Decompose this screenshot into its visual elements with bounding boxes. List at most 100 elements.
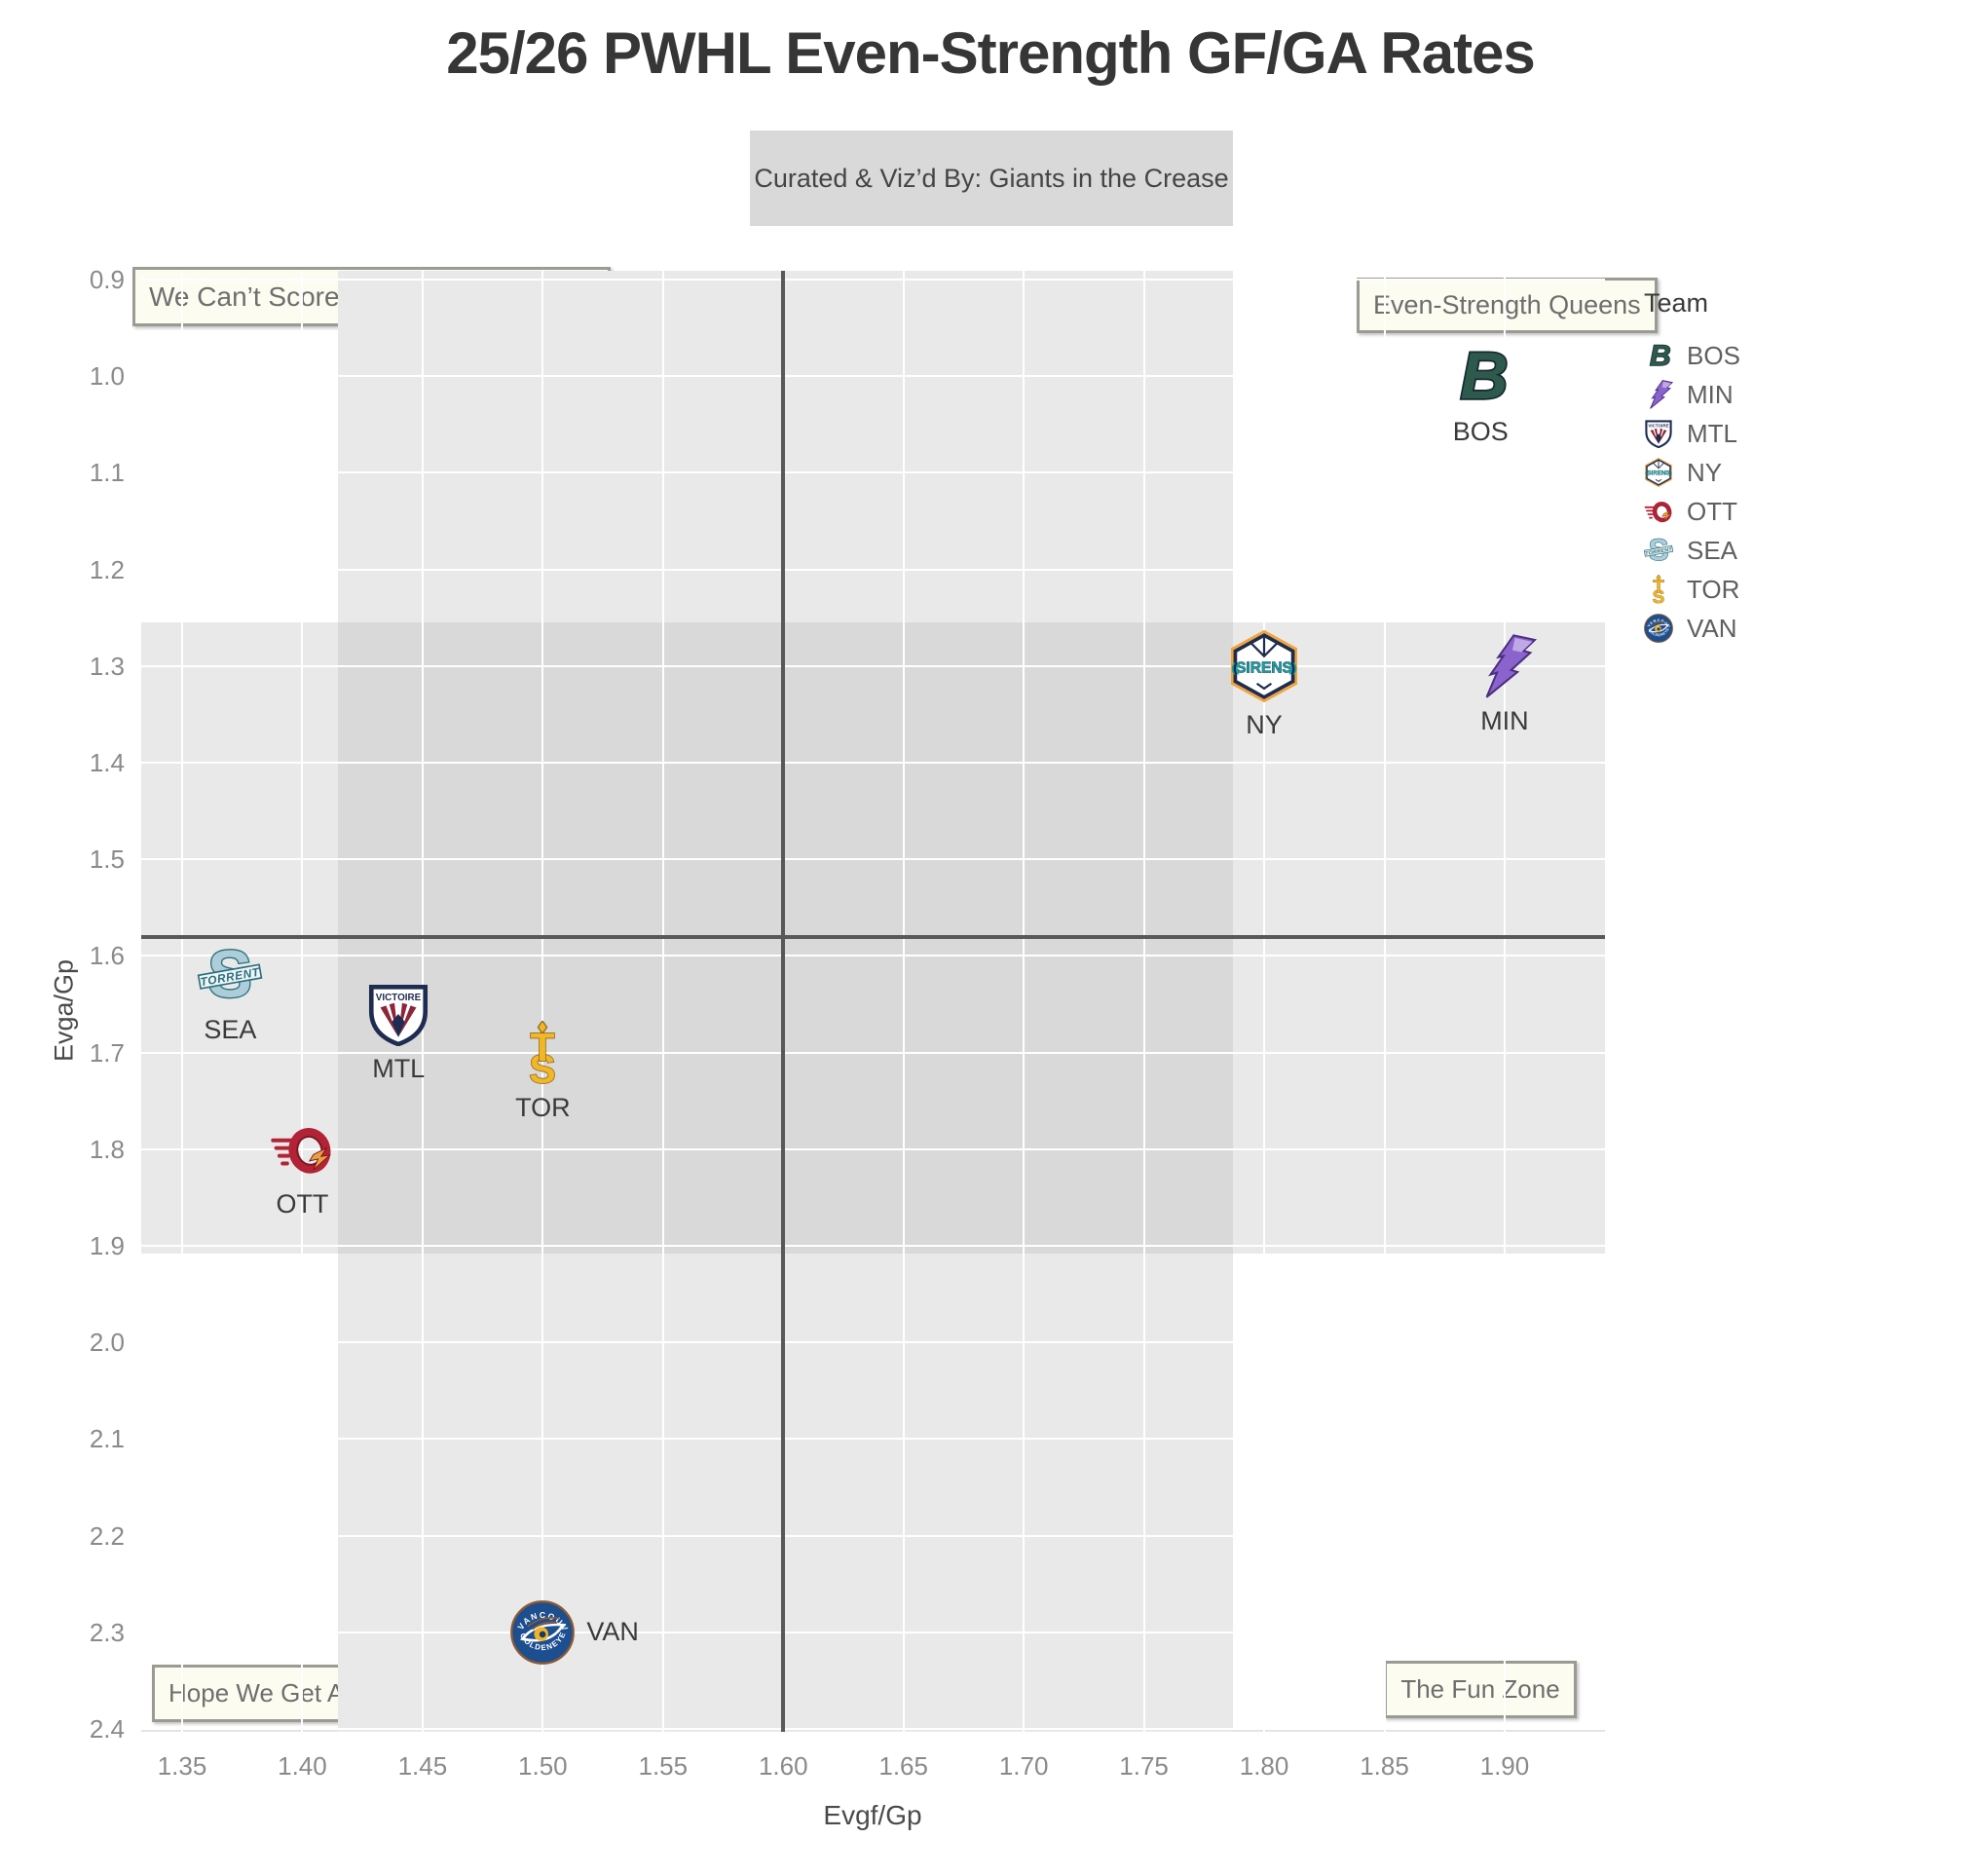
mark-label-bos: BOS (1452, 417, 1509, 447)
bos-legend-icon: B (1644, 341, 1673, 370)
x-tick-label: 1.80 (1239, 1751, 1289, 1781)
x-tick-label: 1.85 (1360, 1751, 1409, 1781)
svg-text:T: T (1653, 577, 1664, 597)
svg-text:SIRENS: SIRENS (1236, 659, 1292, 676)
x-tick-label: 1.75 (1119, 1751, 1169, 1781)
y-tick-label: 1.6 (89, 941, 125, 971)
min-logo (1650, 380, 1673, 409)
gridline-y (141, 568, 1605, 571)
gridline-x (301, 271, 304, 1732)
mark-label-ny: NY (1246, 709, 1283, 739)
svg-text:)): )) (1288, 661, 1296, 675)
legend-item-bos[interactable]: B BOS (1644, 336, 1965, 375)
mark-label-ott: OTT (276, 1188, 329, 1219)
y-tick-label: 1.7 (89, 1037, 125, 1068)
y-tick-label: 1.2 (89, 554, 125, 584)
svg-text:S: S (530, 1046, 556, 1085)
mark-label-mtl: MTL (372, 1053, 426, 1083)
gridline-x (1503, 271, 1506, 1732)
mtl-logo: VICTOIRE (1645, 420, 1672, 448)
y-tick-label: 1.5 (89, 844, 125, 875)
legend-item-label: OTT (1687, 496, 1737, 526)
y-tick-label: 2.0 (89, 1328, 125, 1358)
gridline-y (141, 664, 1605, 667)
y-tick-label: 1.3 (89, 651, 125, 681)
legend-item-van[interactable]: VANCOUVER GOLDENEYES VAN (1644, 609, 1965, 648)
gridline-x (1023, 271, 1026, 1732)
mtl-logo: VICTOIRE (369, 984, 429, 1046)
svg-text:S: S (1653, 586, 1664, 604)
mark-van[interactable]: VANCOUVER GOLDENEYES (510, 1600, 576, 1665)
legend-item-label: MIN (1687, 379, 1734, 409)
y-tick-label: 2.2 (89, 1520, 125, 1551)
gridline-y (141, 955, 1605, 957)
gridline-y (141, 471, 1605, 474)
gridline-x (1263, 271, 1266, 1732)
min-logo (1485, 634, 1538, 698)
gridline-y (141, 1245, 1605, 1247)
mark-ott[interactable] (265, 1117, 339, 1182)
gridline-y (141, 375, 1605, 378)
x-tick-label: 1.35 (157, 1751, 207, 1781)
legend-title: Team (1644, 288, 1709, 318)
mark-mtl[interactable]: VICTOIRE (361, 982, 435, 1046)
x-tick-label: 1.45 (397, 1751, 448, 1781)
gridline-y (141, 762, 1605, 764)
page-title: 25/26 PWHL Even-Strength GF/GA Rates (446, 20, 1536, 86)
svg-text:VICTOIRE: VICTOIRE (376, 993, 422, 1003)
legend-item-ott[interactable]: OTT (1644, 492, 1965, 531)
gridline-x (181, 271, 183, 1732)
gridline-y (141, 1147, 1605, 1150)
sea-logo: S TORRENT (198, 943, 263, 1007)
legend-item-sea[interactable]: S TORRENT SEA (1644, 531, 1965, 570)
x-tick-label: 1.70 (998, 1751, 1049, 1781)
mark-sea[interactable]: S TORRENT (193, 943, 267, 1007)
svg-text:((: (( (1231, 661, 1240, 675)
svg-text:)): )) (1668, 470, 1672, 476)
tor-logo: S T (1652, 575, 1665, 604)
x-tick-label: 1.90 (1479, 1751, 1530, 1781)
y-tick-label: 1.0 (89, 361, 125, 392)
legend-item-min[interactable]: MIN (1644, 375, 1965, 414)
svg-text:B: B (1650, 341, 1671, 370)
gridline-x (1383, 271, 1386, 1732)
legend-item-label: NY (1687, 457, 1723, 487)
annotation-top-right: Even-Strength Queens (1357, 278, 1658, 333)
y-tick-label: 1.4 (89, 748, 125, 777)
legend-item-label: VAN (1687, 613, 1737, 643)
mtl-legend-icon: VICTOIRE (1644, 419, 1673, 448)
annotation-bottom-right: The Fun Zone (1384, 1661, 1577, 1718)
gridline-y (141, 1051, 1605, 1054)
van-logo: VANCOUVER GOLDENEYES (1644, 614, 1673, 643)
mark-min[interactable] (1468, 634, 1542, 698)
bos-logo: B (1649, 341, 1671, 370)
legend-item-ny[interactable]: SIRENS (( )) NY (1644, 453, 1965, 492)
mark-ny[interactable]: SIRENS (( )) (1226, 629, 1302, 702)
legend-item-tor[interactable]: S T TOR (1644, 570, 1965, 609)
ny-logo: SIRENS (( )) (1231, 629, 1298, 702)
y-tick-label: 2.4 (89, 1714, 125, 1744)
mark-tor[interactable]: S T (505, 1020, 579, 1085)
ott-logo (271, 1127, 332, 1174)
legend-item-label: SEA (1687, 535, 1738, 565)
svg-text:B: B (1461, 343, 1509, 409)
gridline-x (541, 271, 544, 1732)
ny-logo: SIRENS (( )) (1645, 458, 1672, 487)
mark-bos[interactable]: B (1438, 343, 1522, 409)
y-tick-label: 2.1 (89, 1424, 125, 1454)
svg-text:TORRENT: TORRENT (1645, 546, 1673, 557)
gridline-y (141, 1534, 1605, 1537)
ott-legend-icon (1644, 497, 1673, 526)
gridline-y (141, 1728, 1605, 1730)
y-tick-label: 2.3 (89, 1617, 125, 1647)
min-legend-icon (1644, 380, 1673, 409)
legend-item-mtl[interactable]: VICTOIRE MTL (1644, 414, 1965, 453)
x-tick-label: 1.55 (638, 1751, 689, 1781)
mark-label-sea: SEA (204, 1015, 257, 1045)
svg-text:SIRENS: SIRENS (1647, 470, 1669, 477)
gridline-y (141, 1631, 1605, 1633)
gridline-x (1142, 271, 1145, 1732)
gridline-x (902, 271, 905, 1732)
van-logo: VANCOUVER GOLDENEYES (510, 1600, 576, 1665)
x-axis-title: Evgf/Gp (823, 1800, 922, 1830)
